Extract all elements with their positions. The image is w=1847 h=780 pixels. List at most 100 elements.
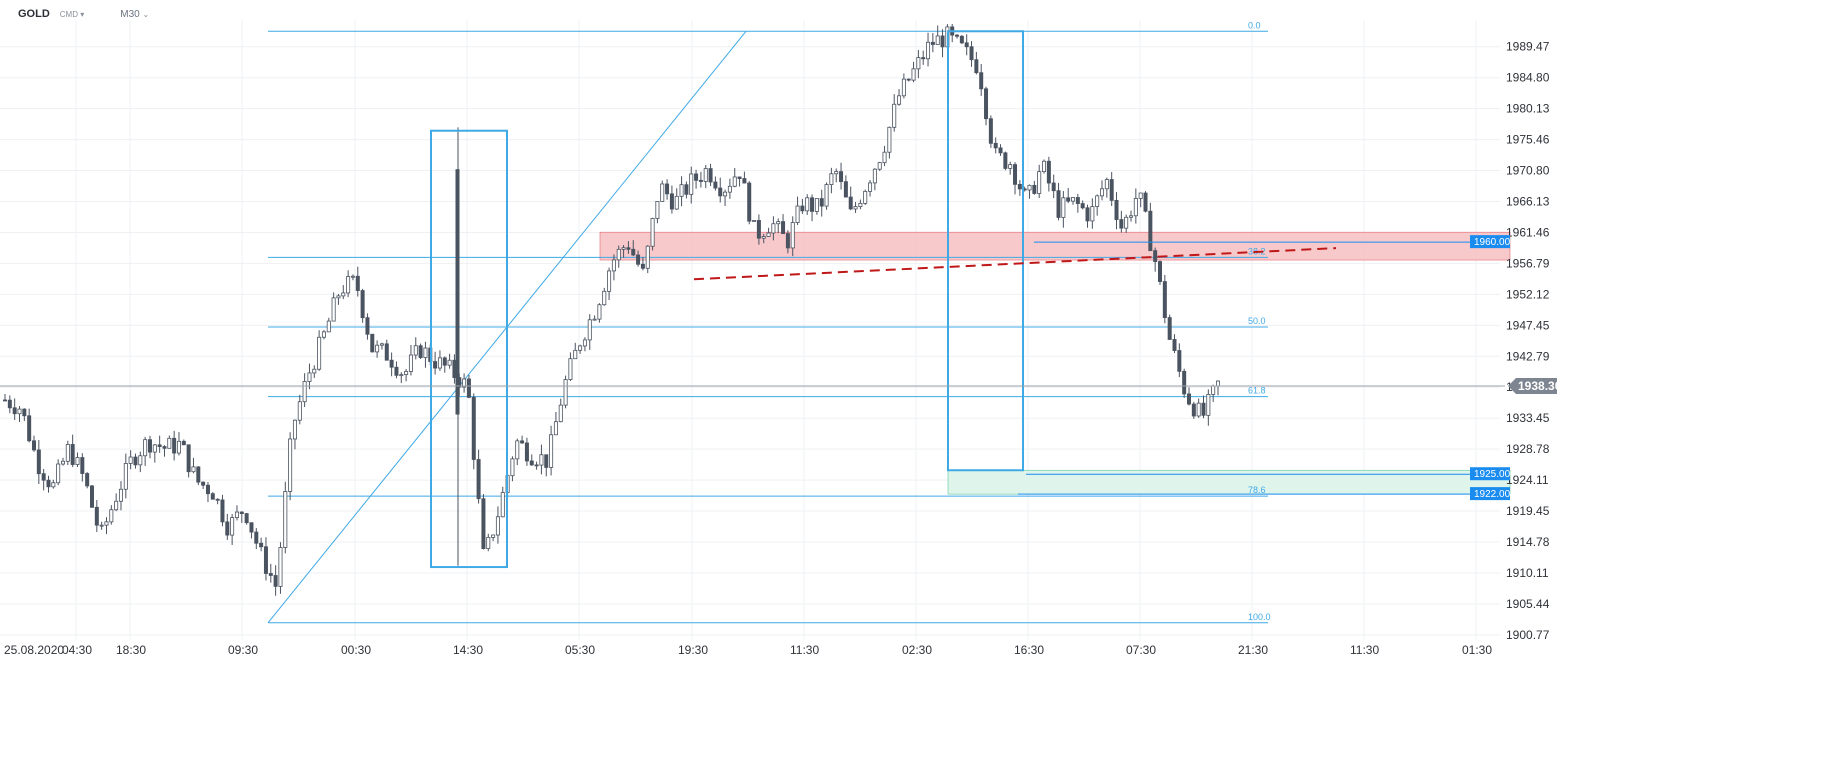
y-tick-label: 1956.79 [1506, 256, 1550, 270]
candle-body [1051, 182, 1056, 192]
candle-body [413, 345, 418, 356]
price-tag-label: 1922.00 [1474, 489, 1511, 500]
candle-body [399, 374, 404, 377]
candle-body [288, 438, 293, 492]
trend-line [693, 247, 1337, 281]
fib-level-label: 100.0 [1248, 612, 1271, 622]
source-dropdown[interactable]: CMD ▾ [60, 10, 84, 19]
x-tick-label: 04:30 [62, 643, 92, 657]
candle-body [897, 95, 902, 105]
support-resistance-zones [599, 231, 1511, 495]
candle-body [935, 35, 940, 45]
candle-body [273, 575, 278, 587]
candle-body [1138, 192, 1143, 199]
candle-body [389, 359, 394, 368]
y-tick-label: 1905.44 [1506, 597, 1550, 611]
candle-body [1003, 152, 1008, 169]
candle-body [259, 542, 264, 548]
candle-body [94, 506, 99, 526]
candle-body [727, 185, 732, 193]
candle-body [143, 439, 148, 457]
candle-body [756, 220, 761, 239]
y-tick-label: 1966.13 [1506, 194, 1550, 208]
candle-body [515, 440, 520, 460]
candle-body [201, 481, 206, 486]
candle-body [703, 168, 708, 182]
candle-body [1206, 394, 1211, 416]
candle-body [853, 206, 858, 210]
candle-body [437, 357, 442, 369]
candle-body [848, 196, 853, 210]
candle-body [350, 275, 355, 278]
x-tick-label: 25.08.2020 [4, 643, 64, 657]
candle-body [278, 547, 283, 587]
candle-body [118, 488, 123, 502]
candle-body [379, 343, 384, 346]
candle-body [1162, 281, 1167, 318]
spike-candle-body [455, 169, 460, 415]
candle-body [553, 421, 558, 436]
candle-body [858, 202, 863, 208]
candle-body [573, 349, 578, 360]
candle-body [790, 222, 795, 249]
candle-body [839, 171, 844, 183]
candle-body [486, 536, 491, 549]
x-tick-label: 09:30 [228, 643, 258, 657]
candle-body [1066, 197, 1071, 202]
candle-body [263, 546, 268, 574]
candle-body [549, 434, 554, 468]
candle-body [41, 473, 46, 481]
candle-body [1124, 216, 1129, 229]
candle-body [1201, 402, 1206, 416]
candle-body [964, 42, 969, 48]
x-tick-label: 02:30 [902, 643, 932, 657]
timeframe-dropdown[interactable]: M30 ⌄ [120, 9, 149, 20]
candle-body [529, 460, 534, 466]
candle-body [442, 357, 447, 366]
candle-body [60, 460, 65, 465]
candle-body [1153, 250, 1158, 262]
candle-body [176, 440, 181, 454]
current-price-label: 1938.30 [1518, 379, 1562, 393]
candle-body [1085, 207, 1090, 222]
candle-body [969, 46, 974, 61]
price-tag-badge [1470, 467, 1510, 481]
candle-body [466, 378, 471, 398]
candle-body [829, 173, 834, 185]
fib-level-label: 78.6 [1248, 485, 1266, 495]
chevron-down-icon: ▾ [80, 9, 85, 19]
candle-body [46, 479, 51, 488]
candle-body [955, 34, 960, 37]
candle-body [80, 457, 85, 474]
x-tick-label: 07:30 [1126, 643, 1156, 657]
candle-body [752, 220, 757, 222]
candlestick-series [3, 23, 1221, 596]
candle-body [230, 517, 235, 536]
candle-body [22, 408, 27, 417]
candle-body [370, 333, 375, 353]
candle-body [824, 184, 829, 207]
x-tick-label: 19:30 [678, 643, 708, 657]
x-tick-label: 11:30 [790, 643, 819, 657]
candle-body [602, 290, 607, 306]
candle-body [766, 232, 771, 237]
candle-body [544, 454, 549, 468]
candle-body [776, 221, 781, 225]
y-tick-label: 1980.13 [1506, 102, 1550, 116]
candle-body [1187, 393, 1192, 405]
candle-body [930, 41, 935, 45]
candle-body [872, 168, 877, 184]
candle-body [1177, 350, 1182, 372]
candle-body [631, 248, 636, 256]
candle-body [863, 190, 868, 204]
candle-body [123, 463, 128, 490]
candle-body [940, 35, 945, 48]
candle-body [800, 205, 805, 212]
candle-body [1216, 380, 1221, 387]
candle-body [394, 366, 399, 376]
candle-body [36, 449, 41, 475]
candle-body [114, 500, 119, 511]
candle-body [205, 484, 210, 495]
